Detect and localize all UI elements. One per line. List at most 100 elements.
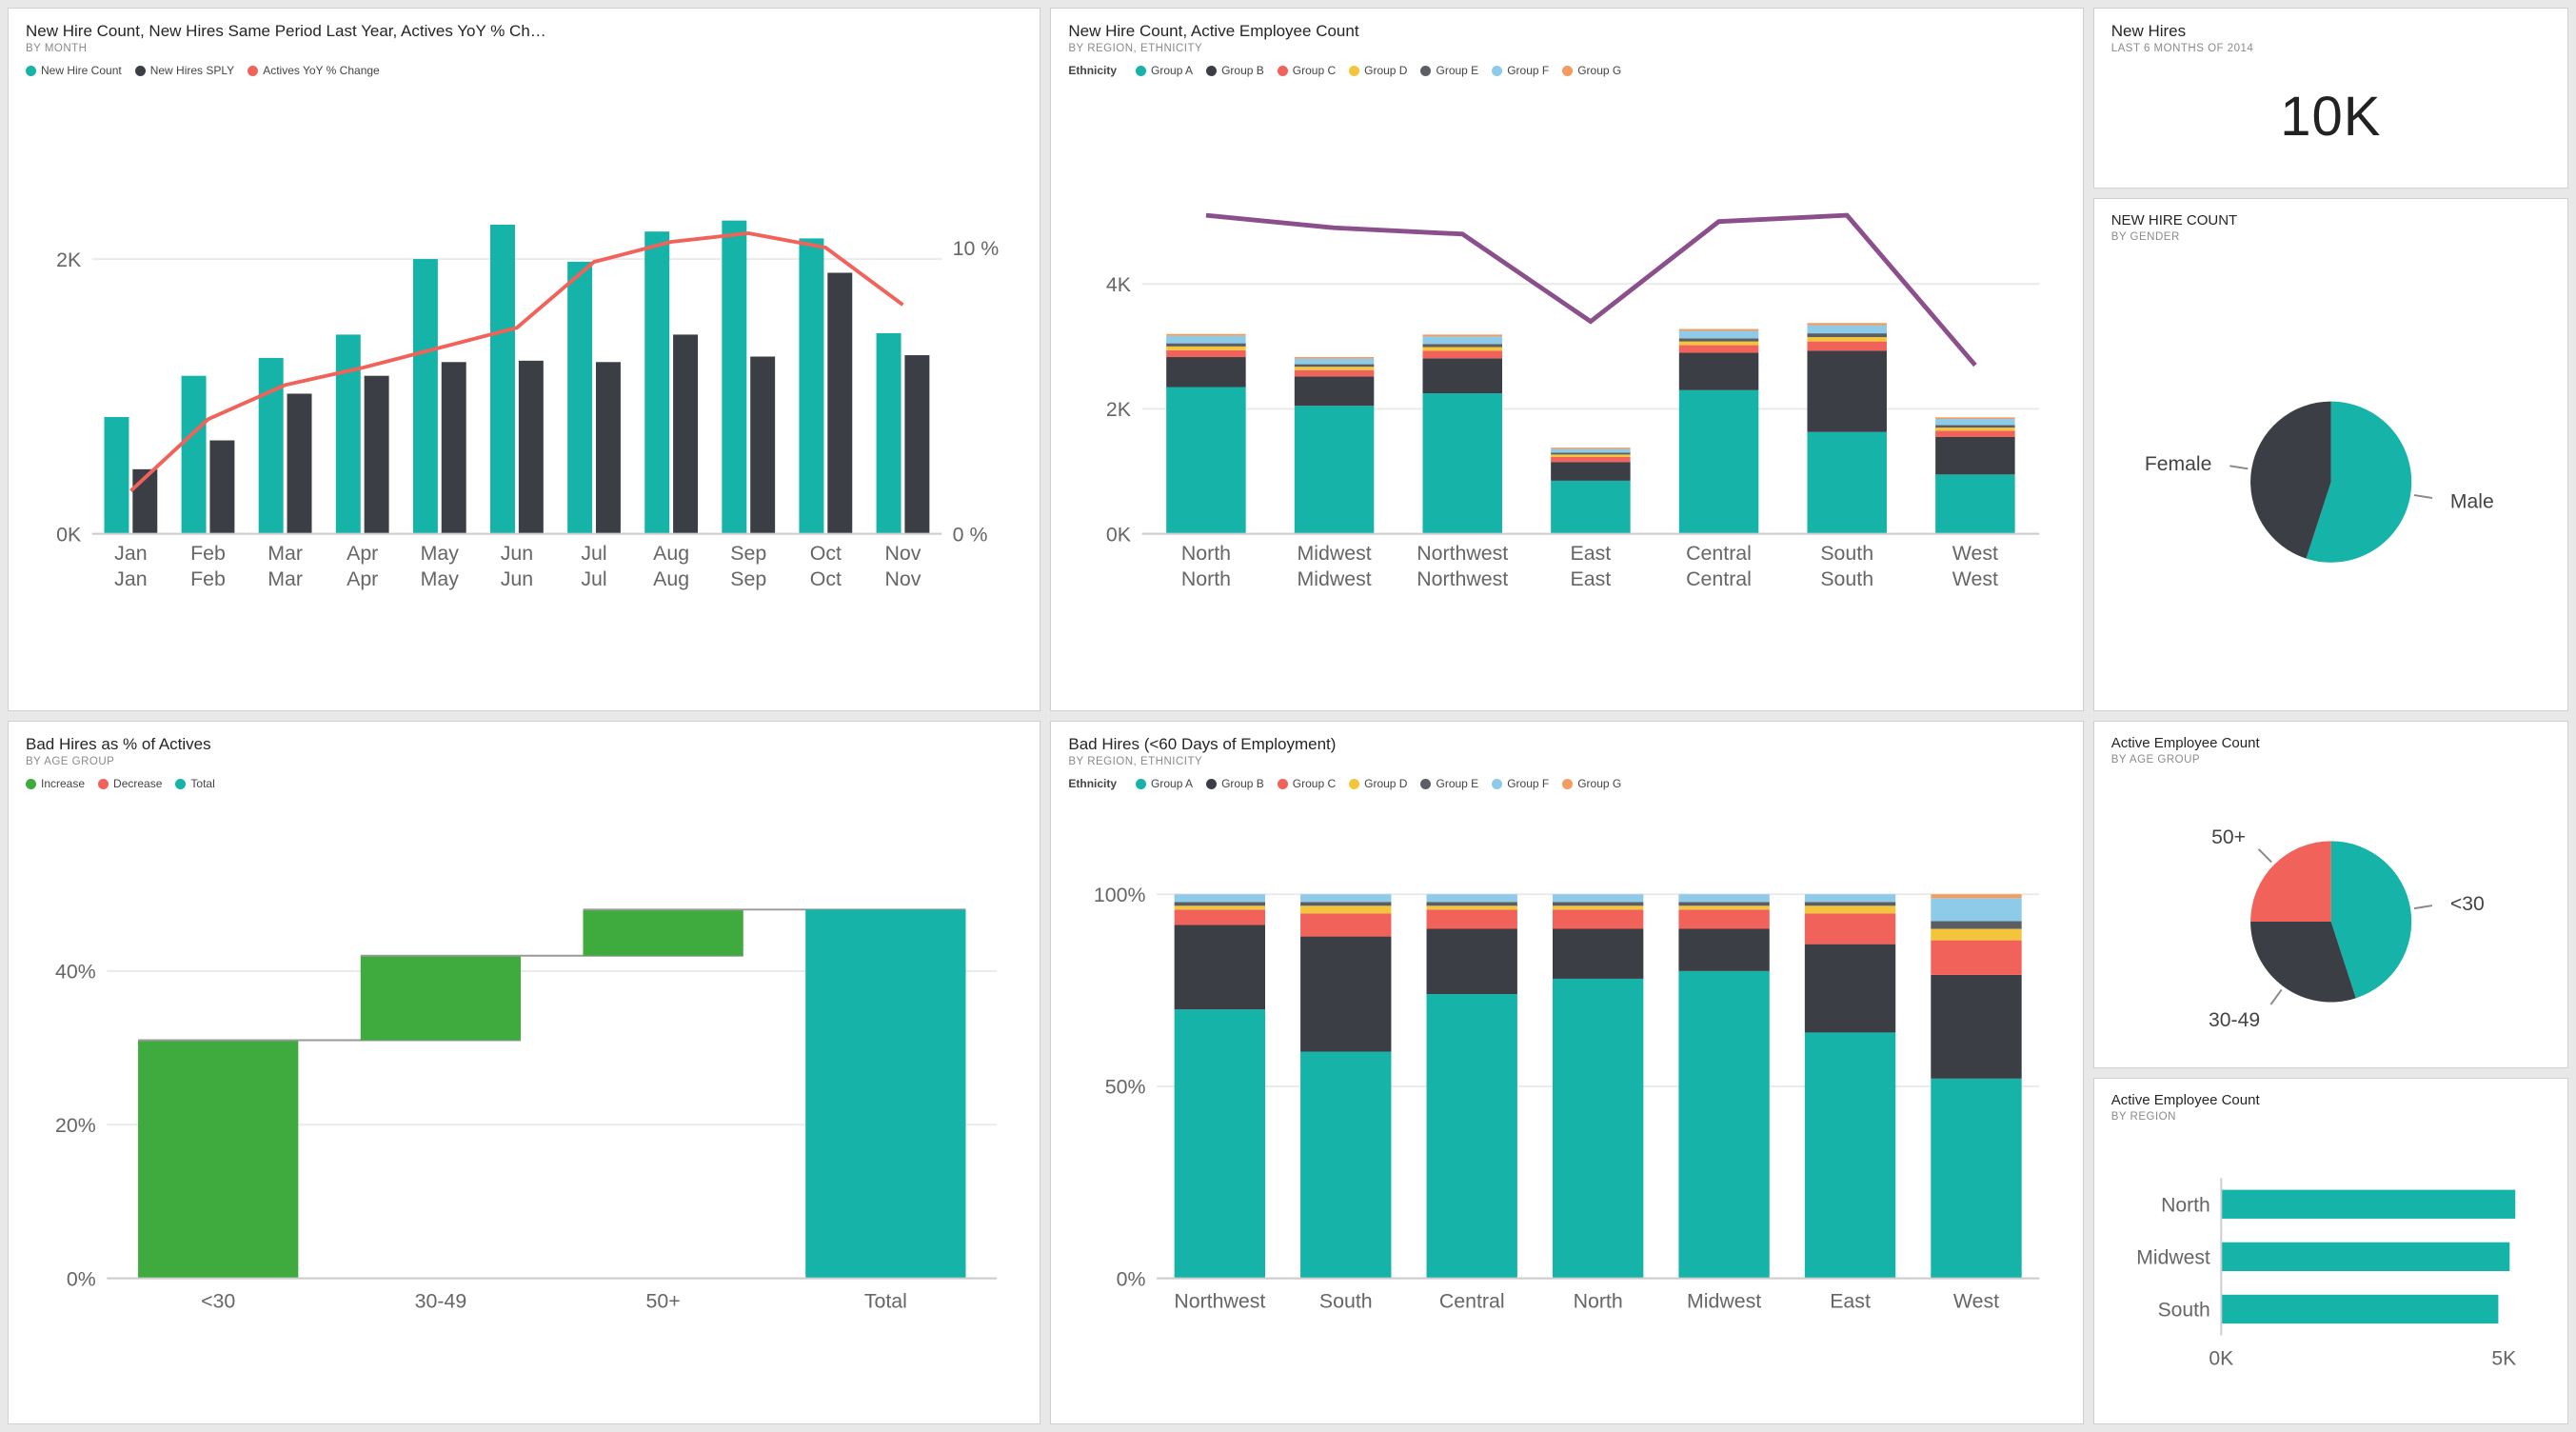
- svg-text:North: North: [2161, 1194, 2210, 1216]
- kpi-value: 10K: [2280, 85, 2381, 149]
- svg-text:2K: 2K: [1106, 399, 1131, 422]
- chart-subtitle: BY REGION: [2111, 1111, 2550, 1123]
- svg-text:May: May: [421, 567, 460, 590]
- svg-text:<30: <30: [201, 1290, 235, 1313]
- chart-subtitle: BY AGE GROUP: [2111, 754, 2550, 766]
- chart-title: Bad Hires as % of Actives: [26, 735, 1022, 754]
- chart-title: New Hire Count, Active Employee Count: [1068, 22, 2065, 41]
- svg-text:100%: 100%: [1094, 884, 1146, 906]
- svg-text:Female: Female: [2145, 453, 2211, 475]
- svg-text:30-49: 30-49: [2209, 1009, 2260, 1031]
- svg-text:South: South: [1319, 1290, 1373, 1313]
- svg-text:Northwest: Northwest: [1417, 567, 1509, 590]
- bar-region[interactable]: Active Employee Count BY REGION North Mid…: [2093, 1078, 2568, 1425]
- chart-subtitle: BY AGE GROUP: [26, 756, 1022, 767]
- svg-text:30-49: 30-49: [415, 1290, 467, 1313]
- svg-text:Midwest: Midwest: [1298, 567, 1372, 590]
- svg-text:South: South: [1821, 542, 1874, 565]
- svg-text:Sep: Sep: [730, 542, 766, 565]
- svg-text:Central: Central: [1687, 542, 1753, 565]
- chart-subtitle: BY MONTH: [26, 43, 1022, 54]
- svg-text:Jan: Jan: [114, 542, 147, 565]
- svg-text:Mar: Mar: [268, 567, 303, 590]
- chart-title: New Hire Count, New Hires Same Period La…: [26, 22, 1022, 41]
- svg-text:20%: 20%: [55, 1114, 96, 1137]
- svg-text:East: East: [1571, 542, 1612, 565]
- svg-text:Jan: Jan: [114, 567, 147, 590]
- svg-text:Midwest: Midwest: [1298, 542, 1372, 565]
- svg-text:4K: 4K: [1106, 273, 1131, 296]
- legend: IncreaseDecreaseTotal: [26, 777, 1022, 790]
- svg-text:West: West: [1953, 1290, 1999, 1313]
- svg-text:0%: 0%: [67, 1268, 96, 1291]
- chart-svg: <30 30-49 50+: [2111, 771, 2550, 1058]
- svg-text:Nov: Nov: [884, 567, 921, 590]
- chart-title: Active Employee Count: [2111, 1092, 2550, 1109]
- chart-subtitle: BY GENDER: [2111, 231, 2550, 243]
- legend: New Hire CountNew Hires SPLYActives YoY …: [26, 64, 1022, 77]
- chart-svg: Male Female: [2111, 249, 2550, 701]
- chart-svg: North Midwest South 0K 5K: [2111, 1128, 2550, 1415]
- svg-text:0K: 0K: [1106, 524, 1131, 547]
- svg-text:50+: 50+: [2211, 826, 2246, 848]
- svg-text:South: South: [1821, 567, 1874, 590]
- chart-new-hire-by-region[interactable]: New Hire Count, Active Employee Count BY…: [1050, 8, 2083, 711]
- legend: EthnicityGroup AGroup BGroup CGroup DGro…: [1068, 777, 2065, 790]
- svg-text:Aug: Aug: [653, 567, 689, 590]
- svg-text:Oct: Oct: [810, 542, 842, 565]
- svg-text:50+: 50+: [646, 1290, 681, 1313]
- pie-gender[interactable]: NEW HIRE COUNT BY GENDER Male Female: [2093, 198, 2568, 711]
- chart-bad-hires-pct[interactable]: Bad Hires as % of Actives BY AGE GROUP I…: [8, 721, 1040, 1424]
- svg-text:Total: Total: [864, 1290, 907, 1313]
- kpi-subtitle: LAST 6 MONTHS OF 2014: [2111, 43, 2550, 54]
- svg-text:North: North: [1181, 567, 1231, 590]
- legend: EthnicityGroup AGroup BGroup CGroup DGro…: [1068, 64, 2065, 77]
- svg-text:50%: 50%: [1105, 1076, 1146, 1099]
- svg-text:May: May: [421, 542, 460, 565]
- dashboard-grid: New Hire Count, New Hires Same Period La…: [8, 8, 2568, 1424]
- svg-text:South: South: [2157, 1299, 2209, 1321]
- svg-text:10 %: 10 %: [953, 237, 1000, 260]
- chart-subtitle: BY REGION, ETHNICITY: [1068, 43, 2065, 54]
- svg-text:Jul: Jul: [581, 567, 606, 590]
- svg-text:0K: 0K: [2209, 1347, 2233, 1369]
- svg-text:40%: 40%: [55, 961, 96, 984]
- svg-text:Apr: Apr: [347, 567, 378, 590]
- chart-svg: 0% 50% 100% Northwest South Central North Midwe…: [1068, 796, 2065, 1414]
- svg-text:West: West: [1952, 542, 1998, 565]
- svg-text:0K: 0K: [56, 524, 81, 547]
- svg-text:Feb: Feb: [190, 567, 226, 590]
- chart-svg: 0K2K0 %10 %JanJanFebFebMarMarAprAprMayMa…: [26, 83, 1022, 701]
- svg-text:North: North: [1181, 542, 1231, 565]
- svg-text:Male: Male: [2450, 491, 2494, 513]
- chart-bad-hires-region[interactable]: Bad Hires (<60 Days of Employment) BY RE…: [1050, 721, 2083, 1424]
- kpi-title: New Hires: [2111, 22, 2550, 41]
- svg-text:North: North: [1574, 1290, 1623, 1313]
- chart-svg: 0K2K4KNorthNorthMidwestMidwestNorthwestN…: [1068, 83, 2065, 701]
- svg-text:0%: 0%: [1117, 1268, 1146, 1291]
- svg-text:Jun: Jun: [501, 567, 533, 590]
- chart-title: Bad Hires (<60 Days of Employment): [1068, 735, 2065, 754]
- chart-title: Active Employee Count: [2111, 735, 2550, 752]
- svg-text:Northwest: Northwest: [1175, 1290, 1266, 1313]
- pie-age[interactable]: Active Employee Count BY AGE GROUP <30 30…: [2093, 721, 2568, 1068]
- chart-new-hire-by-month[interactable]: New Hire Count, New Hires Same Period La…: [8, 8, 1040, 711]
- svg-text:Nov: Nov: [884, 542, 921, 565]
- svg-text:Jul: Jul: [581, 542, 606, 565]
- svg-text:0 %: 0 %: [953, 524, 988, 547]
- svg-text:Feb: Feb: [190, 542, 226, 565]
- kpi-new-hires[interactable]: New Hires LAST 6 MONTHS OF 2014 10K: [2093, 8, 2568, 189]
- svg-text:Oct: Oct: [810, 567, 842, 590]
- svg-text:Midwest: Midwest: [2136, 1246, 2210, 1268]
- svg-text:Jun: Jun: [501, 542, 533, 565]
- svg-text:Sep: Sep: [730, 567, 766, 590]
- svg-text:Midwest: Midwest: [1687, 1290, 1761, 1313]
- chart-subtitle: BY REGION, ETHNICITY: [1068, 756, 2065, 767]
- svg-text:Apr: Apr: [347, 542, 378, 565]
- svg-text:5K: 5K: [2491, 1347, 2516, 1369]
- svg-text:Central: Central: [1439, 1290, 1505, 1313]
- chart-title: NEW HIRE COUNT: [2111, 212, 2550, 229]
- svg-text:<30: <30: [2450, 893, 2485, 915]
- svg-text:West: West: [1952, 567, 1998, 590]
- svg-text:Mar: Mar: [268, 542, 303, 565]
